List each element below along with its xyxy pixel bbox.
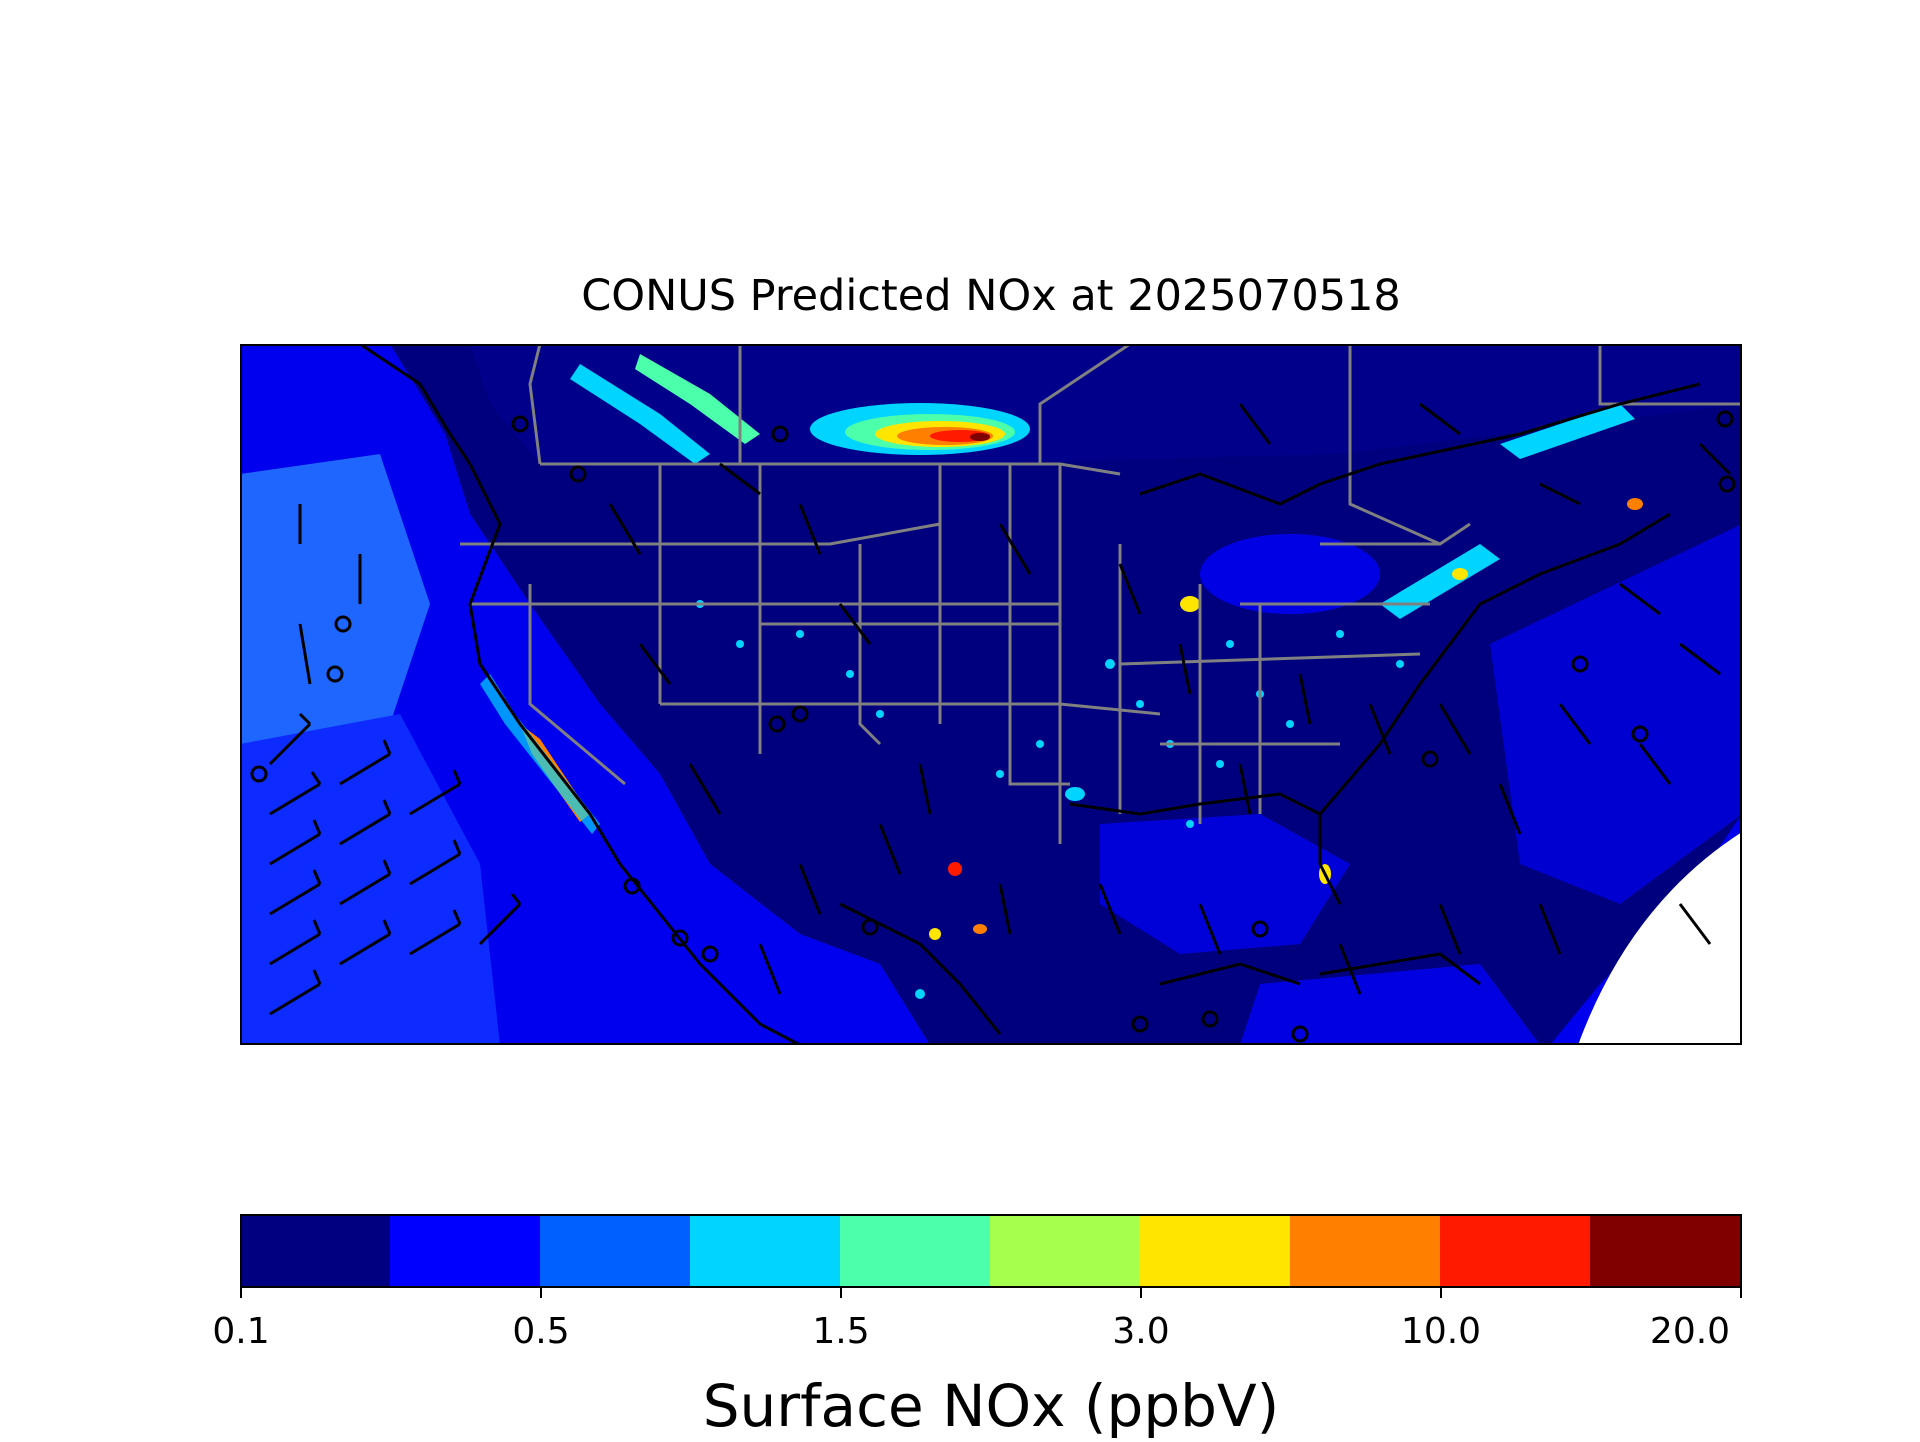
colorbar-tick-label: 3.0 bbox=[1112, 1311, 1170, 1352]
city-blips bbox=[696, 600, 1404, 999]
coastlines bbox=[359, 344, 1701, 1045]
atlantic-water bbox=[1490, 524, 1742, 904]
mexico-hotspot-3 bbox=[973, 924, 987, 934]
plume-streak-2 bbox=[635, 354, 760, 444]
colorbar-tick-label: 1.5 bbox=[812, 1311, 870, 1352]
colorbar-segment bbox=[240, 1214, 391, 1288]
mexico-hotspot-2 bbox=[929, 928, 941, 940]
colorbar-tick-label: 10.0 bbox=[1400, 1311, 1482, 1352]
caribbean-water bbox=[1240, 964, 1540, 1045]
colorbar-tick bbox=[240, 1288, 242, 1298]
colorbar-segment bbox=[690, 1214, 841, 1288]
colorbar-title: Surface NOx (ppbV) bbox=[702, 1372, 1280, 1440]
colorbar-frame bbox=[240, 1214, 1742, 1288]
houston-hotspot bbox=[1065, 787, 1085, 801]
colorbar-segment bbox=[1290, 1214, 1441, 1288]
state-borders bbox=[460, 344, 1742, 844]
colorbar-segment bbox=[1440, 1214, 1591, 1288]
california-coast-cyan bbox=[480, 674, 600, 834]
gulf-water bbox=[1100, 814, 1350, 954]
ny-hotspot bbox=[1452, 568, 1468, 580]
chart-title: CONUS Predicted NOx at 2025070518 bbox=[581, 271, 1401, 321]
colorbar-tick-label: 0.1 bbox=[212, 1311, 270, 1352]
colorbar-tick bbox=[1440, 1288, 1442, 1298]
colorbar-tick bbox=[1140, 1288, 1142, 1298]
chicago-hotspot bbox=[1180, 596, 1200, 612]
colorbar-tick bbox=[840, 1288, 842, 1298]
northeast-corridor bbox=[1380, 544, 1500, 619]
colorbar bbox=[240, 1214, 1742, 1288]
colorbar-segment bbox=[1590, 1214, 1742, 1288]
calm-circles bbox=[250, 410, 1736, 1043]
wind-barbs bbox=[268, 402, 1732, 1016]
mexico-hotspot bbox=[948, 862, 962, 876]
colorbar-segment bbox=[540, 1214, 691, 1288]
st-lawrence-plume bbox=[1500, 404, 1635, 459]
map-frame bbox=[240, 344, 1742, 1045]
colorbar-segment bbox=[990, 1214, 1141, 1288]
nox-map bbox=[240, 344, 1742, 1045]
quebec-hotspot bbox=[1627, 498, 1643, 510]
colorbar-segment bbox=[1140, 1214, 1291, 1288]
no-data-region bbox=[1578, 832, 1742, 1045]
colorbar-tick-label: 0.5 bbox=[512, 1311, 570, 1352]
colorbar-tick-label: 20.0 bbox=[1649, 1311, 1731, 1352]
land-mass bbox=[390, 344, 1742, 1045]
pacific-band bbox=[240, 454, 430, 764]
plume-streak bbox=[570, 364, 710, 464]
pacific-band-2 bbox=[240, 714, 500, 1045]
plume-core bbox=[970, 433, 990, 441]
lakes-haze bbox=[1200, 534, 1380, 614]
colorbar-tick bbox=[540, 1288, 542, 1298]
colorbar-segment bbox=[840, 1214, 991, 1288]
colorbar-segment bbox=[390, 1214, 541, 1288]
colorbar-tick bbox=[1740, 1288, 1742, 1298]
